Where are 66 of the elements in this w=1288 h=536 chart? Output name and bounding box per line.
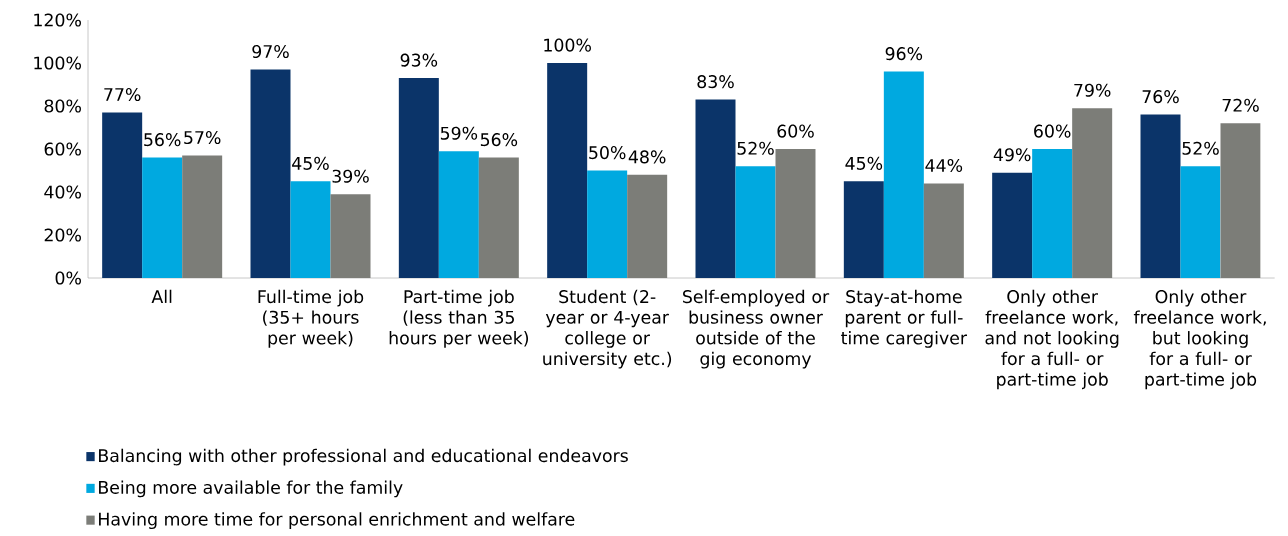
bar bbox=[398, 78, 439, 278]
bar bbox=[547, 63, 588, 278]
data-label: 93% bbox=[400, 53, 438, 67]
data-label: 39% bbox=[332, 169, 369, 183]
x-tick-label: Student (2-year or 4-year college or university etc.) bbox=[543, 289, 672, 369]
x-tick-label: Stay-at-home parent or full-time caregiver bbox=[841, 289, 968, 348]
data-label: 50% bbox=[589, 146, 626, 160]
data-label: 77% bbox=[104, 87, 141, 102]
y-tick-label: 40% bbox=[44, 185, 81, 199]
legend-label: Being more available for the family bbox=[99, 480, 403, 498]
y-tick-label: 80% bbox=[44, 99, 81, 113]
data-label: 79% bbox=[1074, 83, 1111, 97]
bar bbox=[250, 69, 291, 278]
bar bbox=[735, 166, 776, 278]
bar bbox=[290, 181, 331, 278]
bar bbox=[992, 172, 1033, 278]
legend-label: Balancing with other professional and educational endeavors bbox=[99, 448, 628, 466]
x-tick-label: Part-time job (less than 35 hours per week) bbox=[389, 289, 529, 348]
x-tick-label: Only other freelance work, but looking for a full- or part-time job bbox=[1133, 289, 1266, 390]
data-label: 57% bbox=[184, 130, 221, 145]
bar bbox=[923, 183, 964, 278]
bar bbox=[695, 99, 736, 278]
data-label: 52% bbox=[737, 141, 774, 155]
bar bbox=[627, 174, 668, 278]
data-label: 96% bbox=[885, 47, 923, 61]
y-tick-label: 100% bbox=[34, 56, 81, 70]
data-label: 76% bbox=[1142, 90, 1179, 104]
bar bbox=[478, 157, 519, 278]
bar bbox=[883, 71, 924, 278]
bar bbox=[587, 170, 628, 278]
data-label: 100% bbox=[544, 38, 591, 52]
data-label: 45% bbox=[845, 156, 883, 170]
data-label: 97% bbox=[252, 44, 289, 59]
data-label: 72% bbox=[1222, 98, 1259, 112]
y-tick-label: 0% bbox=[55, 271, 81, 285]
bar bbox=[102, 112, 143, 278]
bar bbox=[843, 181, 884, 278]
data-label: 52% bbox=[1182, 141, 1219, 155]
bar bbox=[142, 157, 183, 278]
data-label: 45% bbox=[292, 156, 329, 170]
y-tick-label: 120% bbox=[34, 13, 81, 27]
x-tick-label: Only other freelance work, and not looking for a full- or part-time job bbox=[985, 289, 1119, 390]
x-tick-label: Full-time job (35+ hours per week) bbox=[258, 289, 364, 348]
data-label: 56% bbox=[480, 133, 518, 147]
bar bbox=[775, 149, 816, 278]
bar bbox=[1032, 149, 1073, 278]
y-tick-label: 20% bbox=[44, 228, 81, 242]
data-label: 48% bbox=[628, 150, 666, 164]
x-tick-label: Self-employed or business owner outside of the gig economy bbox=[683, 289, 830, 369]
bar bbox=[438, 151, 479, 278]
data-label: 60% bbox=[777, 124, 814, 138]
bar bbox=[330, 194, 371, 278]
data-label: 83% bbox=[697, 75, 734, 89]
bar bbox=[1180, 166, 1221, 278]
data-label: 44% bbox=[925, 158, 963, 173]
x-tick-label: All bbox=[151, 289, 172, 303]
bar bbox=[182, 155, 223, 278]
data-label: 59% bbox=[440, 126, 478, 140]
data-label: 49% bbox=[993, 148, 1031, 162]
bar bbox=[1140, 114, 1181, 278]
y-tick-label: 60% bbox=[44, 142, 81, 156]
legend-label: Having more time for personal enrichment and welfare bbox=[99, 512, 575, 530]
bar bbox=[1072, 108, 1113, 278]
data-label: 60% bbox=[1034, 124, 1071, 138]
data-label: 56% bbox=[144, 133, 181, 147]
bar bbox=[1220, 123, 1261, 278]
